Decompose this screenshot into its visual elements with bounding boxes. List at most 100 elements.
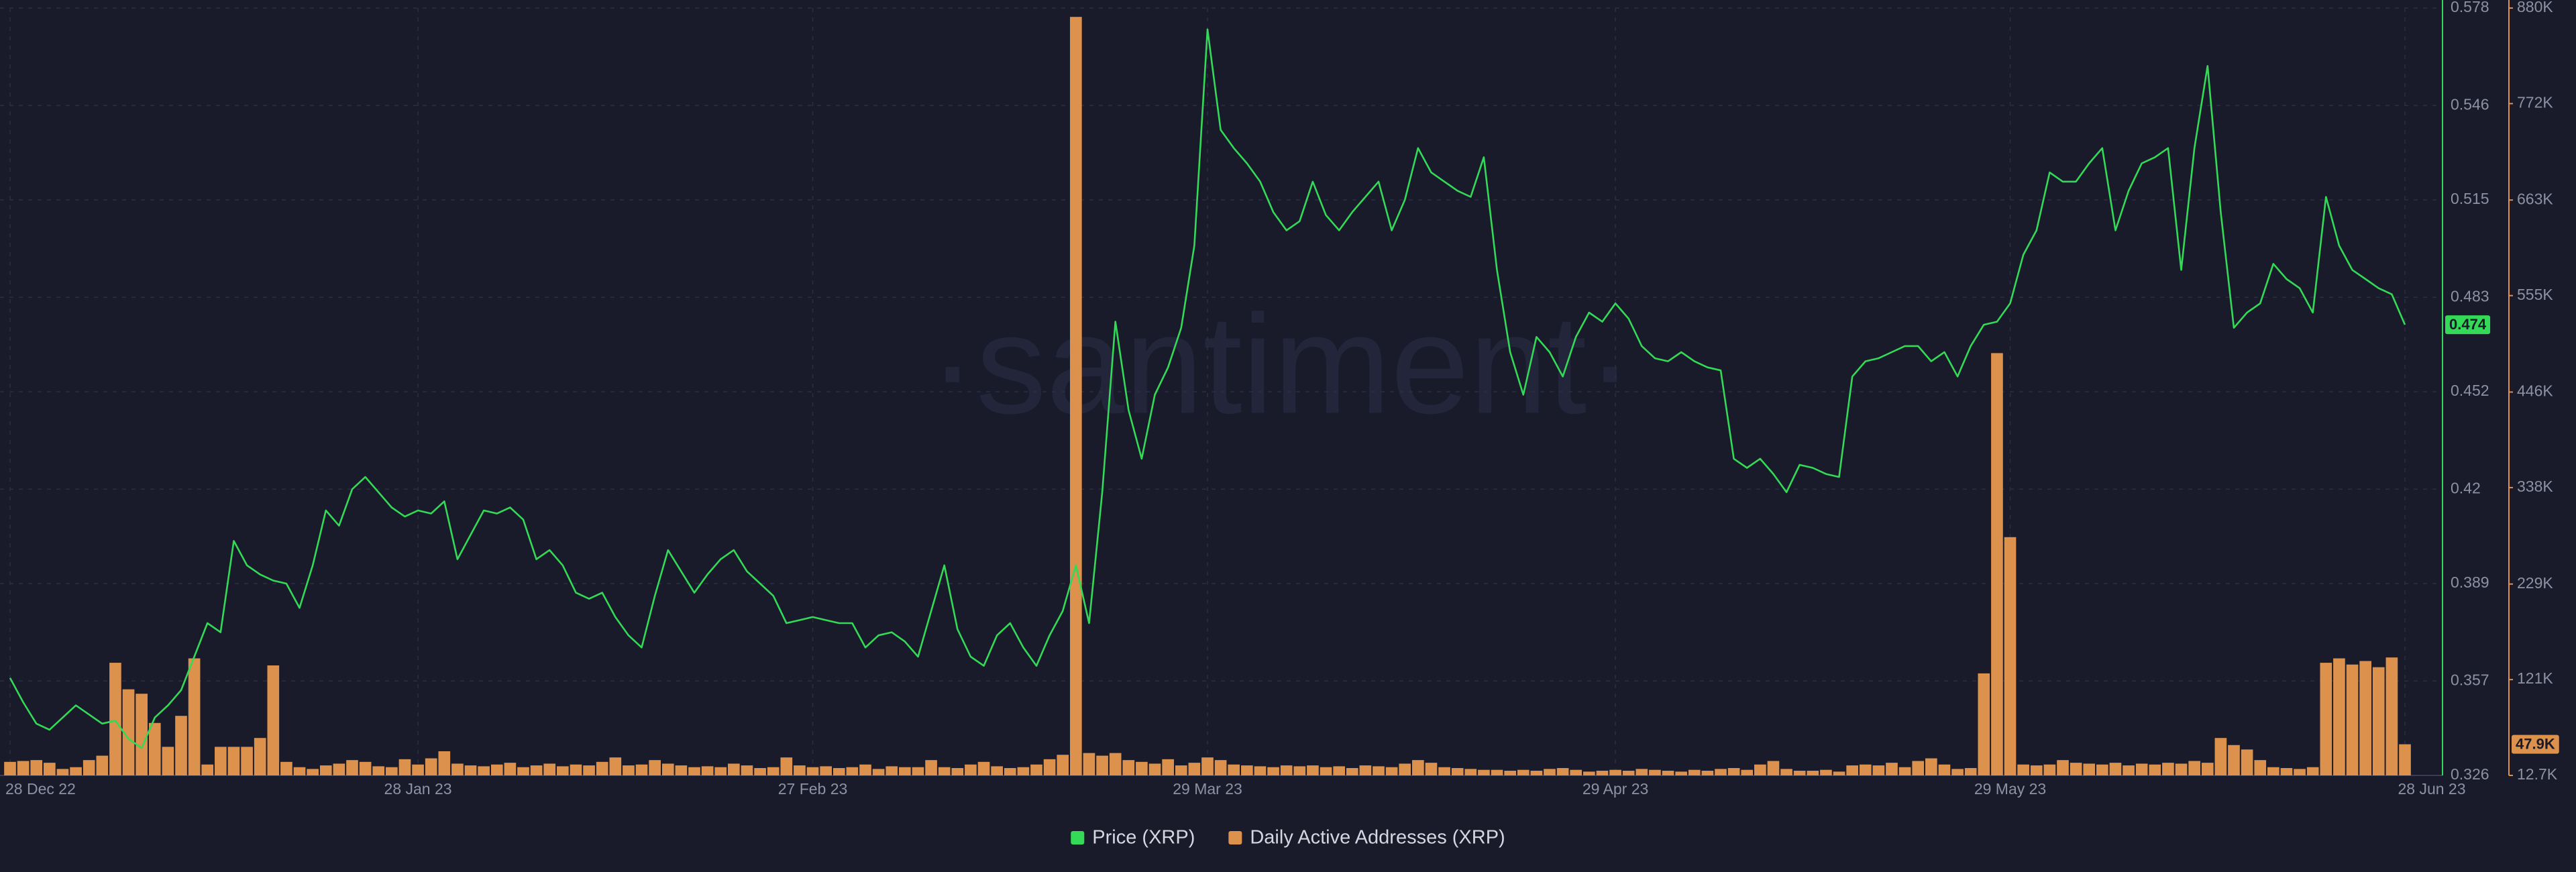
y-tick-label: 0.389 (2451, 574, 2489, 591)
bar (372, 766, 385, 775)
bar (1978, 673, 1990, 775)
bar (254, 738, 266, 775)
bar (623, 765, 635, 775)
bar (1359, 765, 1372, 775)
bar (504, 763, 517, 775)
bar (1530, 771, 1543, 775)
badge-label: 0.474 (2449, 316, 2487, 333)
bar (227, 747, 240, 775)
bar (1991, 353, 2003, 775)
bar (2096, 764, 2108, 775)
bar (162, 747, 174, 775)
y2-tick-label: 338K (2517, 478, 2553, 495)
bar (2123, 765, 2135, 775)
y-tick-label: 0.42 (2451, 479, 2481, 496)
bar (109, 663, 121, 775)
bar (1820, 769, 1832, 775)
bar (1148, 763, 1161, 775)
bar (1715, 769, 1727, 775)
bar (464, 765, 477, 775)
bar (1570, 769, 1582, 775)
bar (17, 761, 30, 775)
bar (1622, 771, 1635, 775)
bar (2201, 763, 2214, 775)
bar (2017, 764, 2029, 775)
bar (661, 763, 674, 775)
bar (2254, 760, 2267, 775)
x-tick-label: 29 Apr 23 (1582, 780, 1648, 798)
y2-tick-label: 880K (2517, 0, 2553, 15)
y-tick-label: 0.326 (2451, 765, 2489, 783)
y2-tick-label: 663K (2517, 190, 2553, 207)
bar (596, 761, 608, 775)
bar (1478, 769, 1490, 775)
bar (2267, 767, 2279, 775)
bar (2004, 537, 2017, 775)
bar (649, 760, 661, 775)
bar (951, 768, 964, 775)
bar (1280, 765, 1293, 775)
bar (688, 767, 700, 775)
bar (1320, 767, 1332, 775)
bar (1898, 767, 1911, 775)
bar (1333, 766, 1345, 775)
bar (1675, 771, 1687, 775)
y-tick-label: 0.546 (2451, 95, 2489, 113)
bar (2306, 767, 2319, 775)
x-tick-label: 29 Mar 23 (1173, 780, 1242, 798)
bar (1609, 769, 1621, 775)
legend-label: Price (XRP) (1092, 827, 1195, 849)
bar (1096, 755, 1108, 775)
bar (1951, 769, 1964, 775)
bar (70, 767, 82, 775)
bar (2372, 667, 2385, 775)
x-tick-label: 28 Jun 23 (2398, 780, 2465, 798)
bar (1517, 769, 1529, 775)
bar (1254, 766, 1267, 775)
bar (1122, 760, 1135, 775)
bar (1267, 767, 1279, 775)
bar (280, 761, 292, 775)
bar (412, 764, 424, 775)
bar (1057, 755, 1069, 775)
bar (899, 767, 911, 775)
bar (1938, 764, 1951, 775)
bar (754, 768, 766, 775)
watermark: ·santiment· (929, 285, 1633, 443)
y2-tick-label: 772K (2517, 94, 2553, 111)
bar (820, 766, 832, 775)
bar (728, 763, 740, 775)
bar (609, 757, 622, 775)
bar (2043, 764, 2056, 775)
bar (714, 767, 727, 775)
bar (241, 747, 253, 775)
bar (1451, 768, 1464, 775)
bar (4, 761, 16, 775)
bar (2346, 664, 2359, 775)
bar (359, 761, 372, 775)
last-value-badge: 0.474 (2445, 315, 2491, 335)
bar (1307, 765, 1319, 775)
bar (570, 764, 582, 775)
bar (1807, 771, 1819, 775)
bar (1780, 769, 1792, 775)
bar (478, 766, 490, 775)
bar (83, 760, 95, 775)
bar (1767, 761, 1780, 775)
bar (2385, 657, 2398, 775)
bar (872, 769, 885, 775)
bar (398, 759, 411, 775)
bar (215, 747, 227, 775)
x-tick-label: 28 Dec 22 (5, 780, 76, 798)
bar (1162, 759, 1174, 775)
last-value-badge: 47.9K (2512, 734, 2559, 754)
bar (1399, 763, 1411, 775)
legend-label: Daily Active Addresses (XRP) (1250, 827, 1505, 849)
bar (1438, 767, 1450, 775)
bar (925, 760, 937, 775)
bar (1833, 771, 1845, 775)
bar (30, 760, 43, 775)
bar (2057, 760, 2069, 775)
